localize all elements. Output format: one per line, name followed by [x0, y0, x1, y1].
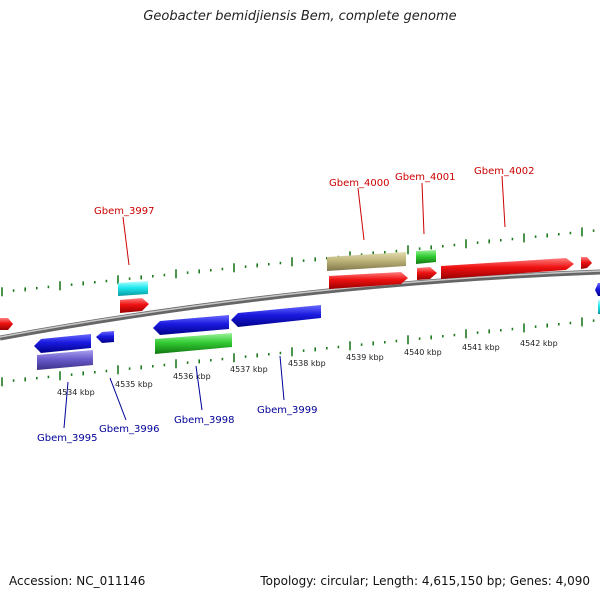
forward-gene-labels: Gbem_3997 Gbem_4000 Gbem_4001 Gbem_4002 [94, 166, 534, 266]
forward-tick-row [1, 227, 595, 297]
map-title: Geobacter bemidjiensis Bem, complete gen… [143, 9, 457, 24]
kbp-label: 4535 kbp [115, 380, 153, 389]
gene-feature[interactable] [155, 333, 232, 354]
reverse-tick-row [1, 317, 595, 387]
label-leader-line [501, 175, 506, 228]
label-leader-line [195, 365, 203, 411]
label-leader-line [109, 377, 127, 421]
gene-feature[interactable] [327, 252, 406, 271]
gene-label-gbem-3998[interactable]: Gbem_3998 [174, 415, 234, 426]
gene-feature[interactable] [417, 267, 437, 280]
gene-label-gbem-4000[interactable]: Gbem_4000 [329, 178, 389, 189]
genome-backbone [0, 269, 600, 341]
label-leader-line [279, 355, 285, 401]
kbp-label: 4539 kbp [346, 353, 384, 362]
gene-feature[interactable] [0, 318, 13, 330]
topology-text: Topology: circular; Length: 4,615,150 bp… [260, 574, 590, 588]
label-leader-line [63, 381, 69, 429]
kbp-label: 4534 kbp [57, 388, 95, 397]
reverse-gene-labels: Gbem_3995 Gbem_3996 Gbem_3998 Gbem_3999 [37, 355, 317, 444]
gene-label-gbem-3996[interactable]: Gbem_3996 [99, 424, 159, 435]
kbp-label: 4537 kbp [230, 365, 268, 374]
accession-text: Accession: NC_011146 [9, 574, 146, 588]
gene-feature[interactable] [118, 281, 148, 296]
kbp-scale: 4534 kbp 4535 kbp 4536 kbp 4537 kbp 4538… [57, 339, 558, 397]
kbp-label: 4536 kbp [173, 372, 211, 381]
gene-feature[interactable] [34, 334, 91, 353]
gene-feature[interactable] [329, 272, 408, 289]
kbp-label: 4538 kbp [288, 359, 326, 368]
gene-label-gbem-4002[interactable]: Gbem_4002 [474, 166, 534, 177]
gene-feature[interactable] [37, 350, 93, 370]
kbp-label: 4540 kbp [404, 348, 442, 357]
gene-feature[interactable] [581, 257, 592, 269]
reverse-features [34, 283, 600, 370]
gene-feature[interactable] [231, 305, 321, 327]
forward-features [0, 250, 592, 330]
gene-feature[interactable] [120, 298, 149, 313]
gene-label-gbem-3999[interactable]: Gbem_3999 [257, 405, 317, 416]
gene-feature[interactable] [595, 283, 600, 296]
gene-label-gbem-4001[interactable]: Gbem_4001 [395, 172, 455, 183]
genome-backbone-highlight [0, 270, 600, 338]
gene-label-gbem-3997[interactable]: Gbem_3997 [94, 206, 154, 217]
gene-feature[interactable] [96, 331, 114, 343]
kbp-label: 4542 kbp [520, 339, 558, 348]
gene-feature[interactable] [153, 315, 229, 335]
gene-feature[interactable] [441, 258, 574, 279]
label-leader-line [357, 187, 365, 241]
kbp-label: 4541 kbp [462, 343, 500, 352]
gene-label-gbem-3995[interactable]: Gbem_3995 [37, 433, 97, 444]
gene-feature[interactable] [416, 250, 436, 264]
label-leader-line [421, 182, 425, 235]
label-leader-line [122, 216, 130, 266]
